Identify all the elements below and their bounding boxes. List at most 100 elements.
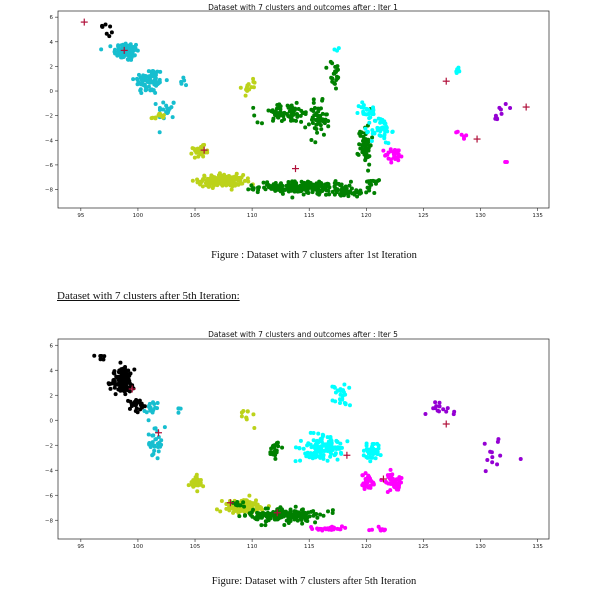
data-point	[495, 439, 500, 444]
data-point	[282, 513, 287, 518]
data-point	[315, 515, 320, 520]
data-point	[278, 181, 283, 186]
data-point	[274, 184, 279, 189]
data-point	[243, 508, 248, 513]
data-point	[378, 528, 383, 533]
data-point	[328, 450, 333, 455]
data-point	[104, 31, 109, 36]
data-point	[390, 472, 395, 477]
data-point	[363, 143, 368, 148]
data-point	[152, 402, 157, 407]
data-point	[290, 195, 295, 200]
data-point	[157, 105, 162, 110]
data-point	[250, 182, 255, 187]
data-point	[320, 188, 325, 193]
data-point	[279, 511, 284, 516]
data-point	[302, 186, 307, 191]
data-point	[310, 108, 315, 113]
data-point	[370, 447, 375, 452]
data-point	[290, 111, 295, 116]
data-point	[457, 69, 462, 74]
data-point	[324, 444, 329, 449]
x-tick-label: 115	[304, 213, 315, 219]
data-point	[235, 178, 240, 183]
data-point	[209, 180, 214, 185]
data-point	[303, 111, 308, 116]
data-point	[363, 131, 368, 136]
data-point	[124, 385, 129, 389]
data-point	[191, 478, 196, 483]
data-point	[132, 399, 137, 404]
data-point	[195, 480, 199, 485]
data-point	[301, 110, 306, 115]
data-point	[319, 118, 324, 123]
data-point	[266, 184, 271, 189]
data-point	[239, 498, 244, 503]
data-point	[318, 450, 323, 455]
data-point	[123, 52, 128, 57]
data-point	[234, 504, 239, 509]
data-point	[294, 184, 299, 189]
data-point	[300, 187, 305, 192]
data-point	[128, 43, 133, 48]
data-point	[250, 503, 255, 508]
data-point	[368, 452, 373, 457]
data-point	[143, 76, 148, 81]
data-point	[258, 512, 263, 517]
data-point	[193, 477, 198, 482]
data-point	[455, 129, 460, 134]
data-point	[338, 527, 343, 532]
data-point	[112, 47, 117, 52]
data-point	[248, 505, 253, 510]
data-point	[274, 517, 279, 522]
data-point	[237, 502, 242, 507]
data-point	[146, 78, 151, 83]
data-point	[273, 181, 278, 186]
data-point	[367, 474, 372, 479]
data-point	[313, 117, 318, 122]
data-point	[155, 69, 160, 74]
data-point	[119, 50, 124, 55]
data-point	[281, 187, 286, 192]
data-point	[277, 509, 282, 514]
data-point	[320, 434, 325, 439]
data-point	[314, 512, 319, 516]
data-point	[140, 77, 145, 82]
data-point	[282, 512, 287, 517]
data-point	[250, 514, 255, 519]
data-point	[362, 140, 367, 145]
data-point	[99, 47, 104, 52]
data-point	[454, 69, 459, 74]
data-point	[291, 182, 296, 187]
data-point	[276, 513, 281, 518]
data-point	[347, 183, 352, 188]
data-point	[299, 189, 304, 194]
data-point	[250, 501, 255, 506]
data-point	[311, 513, 316, 518]
data-point	[249, 510, 254, 515]
data-point	[319, 453, 324, 458]
data-point	[309, 107, 314, 112]
data-point	[143, 73, 148, 78]
data-point	[122, 373, 127, 378]
data-point	[152, 82, 157, 87]
y-tick-label: 4	[50, 368, 54, 374]
data-point	[197, 150, 202, 155]
data-point	[252, 113, 257, 118]
data-point	[215, 176, 220, 181]
data-point	[314, 186, 319, 191]
data-point	[392, 479, 397, 484]
data-point	[361, 139, 365, 144]
data-point	[391, 152, 396, 157]
data-point	[156, 449, 161, 454]
data-point	[332, 71, 337, 76]
data-point	[319, 444, 324, 449]
data-point	[315, 182, 320, 187]
data-point	[248, 511, 253, 516]
data-point	[324, 112, 329, 117]
data-point	[312, 126, 317, 131]
data-point	[161, 100, 166, 105]
data-point	[293, 180, 298, 185]
data-point	[297, 512, 302, 517]
data-point	[294, 181, 299, 186]
